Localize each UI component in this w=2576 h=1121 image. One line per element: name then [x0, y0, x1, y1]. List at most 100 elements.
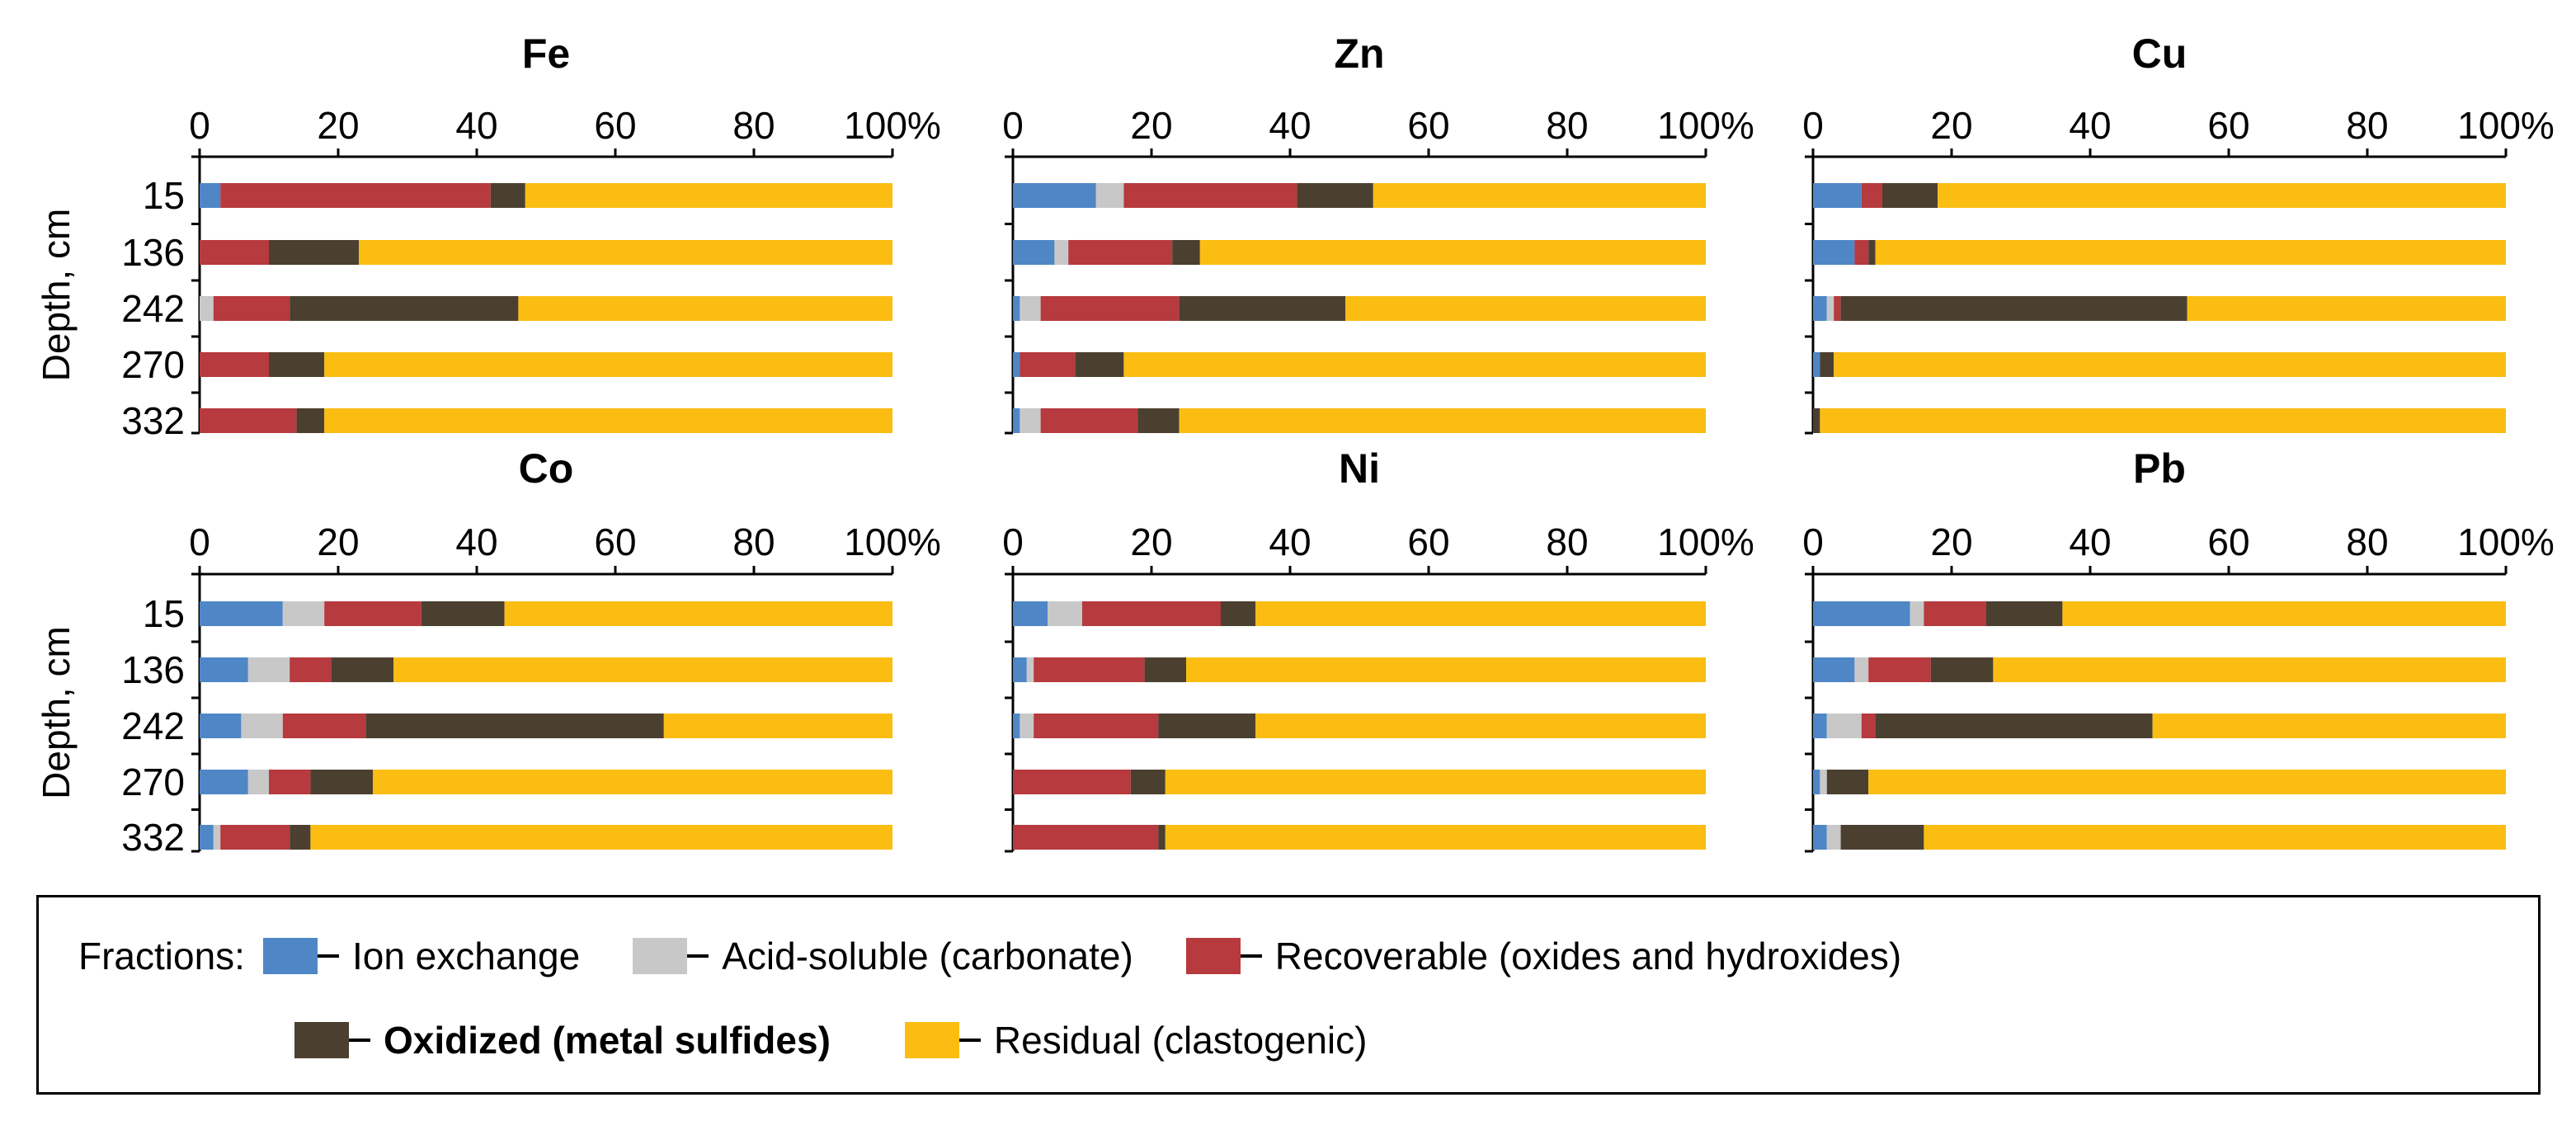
y-axis-label: Depth, cm — [35, 626, 78, 799]
bar-zn-242-recoverable-oxides-and-hydroxides — [1040, 296, 1180, 321]
legend-label-acid-soluble: Acid-soluble (carbonate) — [722, 935, 1133, 977]
bar-fe-136-residual-clastogenic — [359, 240, 892, 265]
x-tick-label: 0 — [189, 520, 210, 563]
bar-zn-332-oxidized-metal-sulfides — [1137, 408, 1180, 433]
bar-pb-136-acid-soluble-carbonate — [1854, 657, 1869, 682]
bar-cu-15-oxidized-metal-sulfides — [1882, 183, 1938, 208]
bar-co-136-acid-soluble-carbonate — [247, 657, 290, 682]
bar-ni-332-residual-clastogenic — [1165, 825, 1706, 850]
bar-co-270-recoverable-oxides-and-hydroxides — [269, 770, 311, 794]
chart-title: Ni — [1339, 445, 1380, 492]
bar-ni-332-recoverable-oxides-and-hydroxides — [1013, 825, 1159, 850]
bar-cu-242-residual-clastogenic — [2187, 296, 2506, 321]
legend-item-recoverable: Recoverable (oxides and hydroxides) — [1185, 934, 1901, 978]
legend-row-1: Fractions: Ion exchange Acid-soluble (ca… — [78, 934, 1901, 978]
bar-fe-332-residual-clastogenic — [324, 408, 892, 433]
bar-zn-136-residual-clastogenic — [1199, 240, 1706, 265]
y-tick-label: 270 — [121, 761, 185, 803]
bar-zn-15-ion-exchange — [1013, 183, 1096, 208]
bar-fe-270-oxidized-metal-sulfides — [269, 352, 325, 377]
bar-cu-15-ion-exchange — [1813, 183, 1862, 208]
chart-panel-fe: Fe 0 20 40 60 80 100% 15 136 242 270 332 Depth, cm — [35, 31, 941, 442]
bar-pb-242-residual-clastogenic — [2152, 714, 2506, 738]
bar-co-15-oxidized-metal-sulfides — [421, 601, 505, 626]
bar-zn-242-acid-soluble-carbonate — [1020, 296, 1041, 321]
bar-pb-332-residual-clastogenic — [1924, 825, 2506, 850]
bar-pb-270-acid-soluble-carbonate — [1820, 770, 1827, 794]
chart-title: Pb — [2133, 445, 2186, 492]
bar-zn-15-residual-clastogenic — [1373, 183, 1706, 208]
bar-zn-270-oxidized-metal-sulfides — [1075, 352, 1124, 377]
bar-co-242-oxidized-metal-sulfides — [365, 714, 664, 738]
bar-pb-136-recoverable-oxides-and-hydroxides — [1868, 657, 1931, 682]
bar-ni-136-ion-exchange — [1013, 657, 1027, 682]
legend-line — [1240, 954, 1262, 958]
bar-co-270-acid-soluble-carbonate — [247, 770, 269, 794]
x-tick-label: 40 — [1269, 520, 1311, 563]
bar-co-332-recoverable-oxides-and-hydroxides — [220, 825, 290, 850]
bar-pb-242-acid-soluble-carbonate — [1826, 714, 1862, 738]
bar-fe-270-recoverable-oxides-and-hydroxides — [200, 352, 269, 377]
bar-cu-332-oxidized-metal-sulfides — [1813, 408, 1820, 433]
chart-title: Co — [519, 445, 574, 492]
bar-zn-136-ion-exchange — [1013, 240, 1055, 265]
bar-ni-270-recoverable-oxides-and-hydroxides — [1013, 770, 1131, 794]
legend-item-ion-exchange: Ion exchange — [262, 934, 580, 978]
bar-zn-270-ion-exchange — [1013, 352, 1020, 377]
chart-title: Cu — [2132, 31, 2187, 77]
x-tick-label: 0 — [1002, 104, 1024, 147]
bar-pb-270-residual-clastogenic — [1868, 770, 2506, 794]
legend-line — [349, 1039, 370, 1042]
x-tick-label: 20 — [1130, 104, 1172, 147]
y-axis-label: Depth, cm — [35, 209, 78, 382]
x-tick-label: 80 — [1546, 520, 1588, 563]
bar-co-242-acid-soluble-carbonate — [241, 714, 283, 738]
bar-co-332-acid-soluble-carbonate — [213, 825, 221, 850]
legend-line — [958, 1039, 981, 1042]
bar-zn-136-acid-soluble-carbonate — [1054, 240, 1069, 265]
bar-fe-332-recoverable-oxides-and-hydroxides — [200, 408, 297, 433]
x-tick-label: 0 — [1802, 104, 1824, 147]
x-tick-label: 80 — [732, 104, 775, 147]
x-tick-label: 20 — [1930, 520, 1972, 563]
legend-item-acid-soluble: Acid-soluble (carbonate) — [633, 934, 1133, 978]
x-tick-label: 100% — [1657, 520, 1754, 563]
bar-ni-15-recoverable-oxides-and-hydroxides — [1082, 601, 1221, 626]
legend-item-residual: Residual (clastogenic) — [904, 1018, 1368, 1062]
chart-panel-co: Co 0 20 40 60 80 100% 15 136 242 270 332 Depth, cm — [35, 445, 941, 859]
bar-fe-15-ion-exchange — [200, 183, 221, 208]
x-tick-label: 20 — [1130, 520, 1172, 563]
bar-zn-136-recoverable-oxides-and-hydroxides — [1068, 240, 1173, 265]
bar-zn-242-oxidized-metal-sulfides — [1179, 296, 1346, 321]
bar-cu-242-recoverable-oxides-and-hydroxides — [1834, 296, 1841, 321]
bar-zn-242-residual-clastogenic — [1345, 296, 1706, 321]
bar-ni-15-residual-clastogenic — [1255, 601, 1706, 626]
x-tick-label: 80 — [2346, 520, 2388, 563]
chart-panel-pb: Pb 0 20 40 60 80 100% — [1802, 445, 2555, 853]
bar-ni-242-recoverable-oxides-and-hydroxides — [1034, 714, 1159, 738]
bar-zn-15-recoverable-oxides-and-hydroxides — [1123, 183, 1297, 208]
x-tick-label: 0 — [189, 104, 210, 147]
x-tick-label: 40 — [455, 104, 497, 147]
x-tick-label: 100% — [844, 104, 941, 147]
bar-ni-136-acid-soluble-carbonate — [1026, 657, 1034, 682]
bar-ni-242-acid-soluble-carbonate — [1020, 714, 1034, 738]
legend-label-residual: Residual (clastogenic) — [993, 1019, 1368, 1062]
bar-ni-270-residual-clastogenic — [1165, 770, 1706, 794]
chart-title: Zn — [1334, 31, 1384, 77]
bar-co-15-acid-soluble-carbonate — [282, 601, 325, 626]
bar-cu-242-oxidized-metal-sulfides — [1840, 296, 2187, 321]
bar-ni-242-ion-exchange — [1013, 714, 1020, 738]
bar-cu-332-residual-clastogenic — [1820, 408, 2506, 433]
bar-fe-242-residual-clastogenic — [518, 296, 892, 321]
bar-pb-15-oxidized-metal-sulfides — [1986, 601, 2063, 626]
bar-pb-242-ion-exchange — [1813, 714, 1827, 738]
legend: Fractions: Ion exchange Acid-soluble (ca… — [36, 895, 2541, 1095]
legend-swatch-acid-soluble — [633, 938, 688, 974]
x-tick-label: 60 — [594, 520, 636, 563]
bar-pb-242-recoverable-oxides-and-hydroxides — [1861, 714, 1876, 738]
x-tick-label: 60 — [1407, 520, 1449, 563]
bar-cu-270-residual-clastogenic — [1834, 352, 2506, 377]
x-tick-label: 40 — [1269, 104, 1311, 147]
legend-item-oxidized: Oxidized (metal sulfides) — [294, 1018, 831, 1062]
